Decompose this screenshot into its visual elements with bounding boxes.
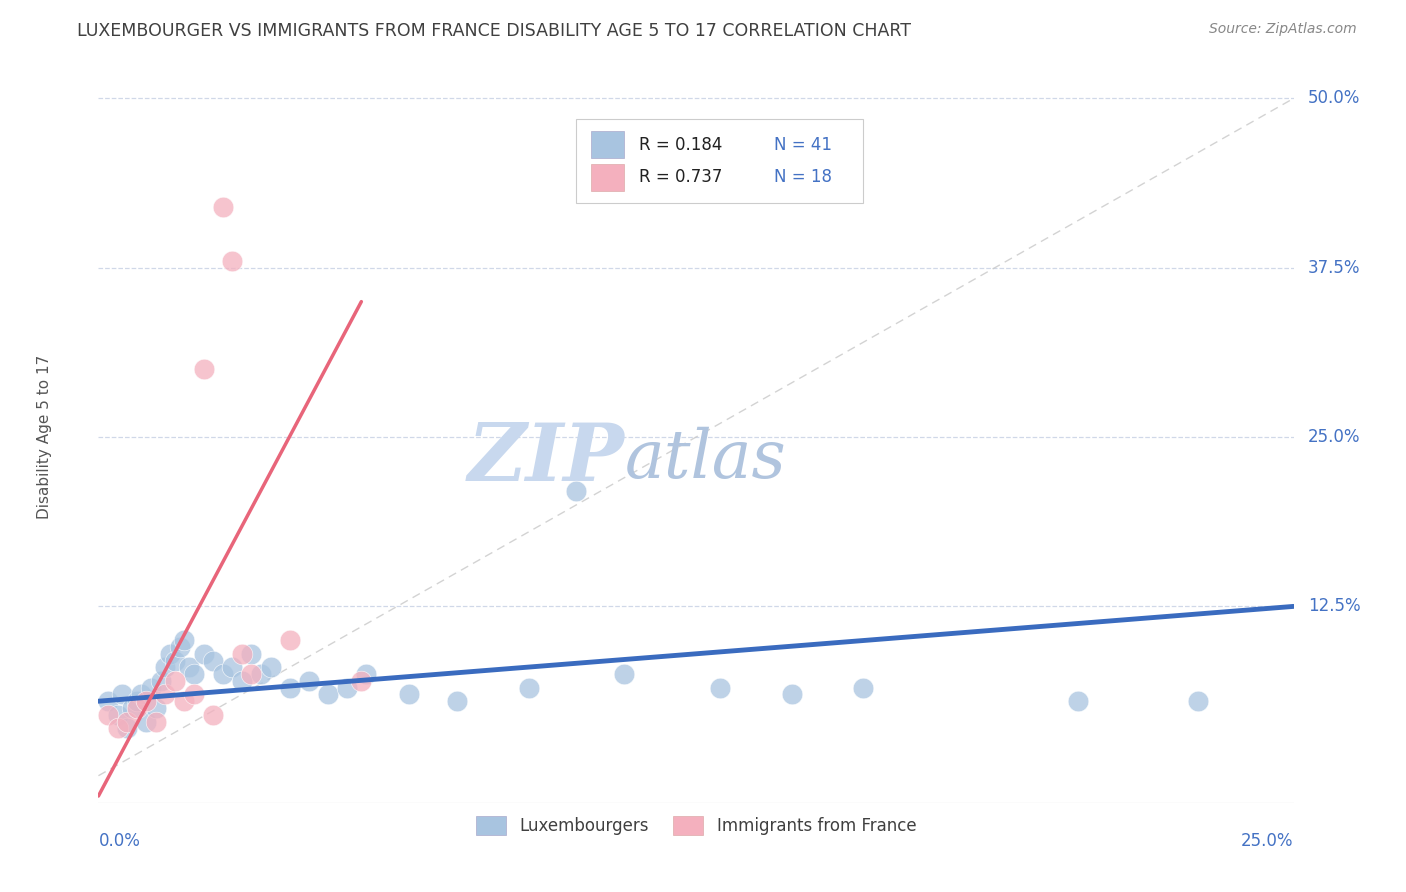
Point xyxy=(183,667,205,681)
Text: N = 41: N = 41 xyxy=(773,136,832,153)
FancyBboxPatch shape xyxy=(591,163,624,191)
Point xyxy=(139,681,162,695)
Point xyxy=(125,694,148,708)
Text: Source: ZipAtlas.com: Source: ZipAtlas.com xyxy=(1209,22,1357,37)
Text: 25.0%: 25.0% xyxy=(1308,428,1361,446)
Point xyxy=(250,667,273,681)
Text: 12.5%: 12.5% xyxy=(1308,598,1361,615)
Point xyxy=(121,701,143,715)
Point xyxy=(336,681,359,695)
Text: 0.0%: 0.0% xyxy=(98,832,141,850)
Point xyxy=(852,681,875,695)
Point xyxy=(316,688,339,702)
Point xyxy=(193,362,215,376)
Text: Disability Age 5 to 17: Disability Age 5 to 17 xyxy=(37,355,52,519)
Text: atlas: atlas xyxy=(624,426,786,491)
Point xyxy=(149,673,172,688)
Point xyxy=(131,688,153,702)
Point xyxy=(1067,694,1090,708)
Text: 37.5%: 37.5% xyxy=(1308,259,1361,277)
Point xyxy=(240,647,263,661)
Point xyxy=(202,654,225,668)
FancyBboxPatch shape xyxy=(576,119,863,203)
Text: LUXEMBOURGER VS IMMIGRANTS FROM FRANCE DISABILITY AGE 5 TO 17 CORRELATION CHART: LUXEMBOURGER VS IMMIGRANTS FROM FRANCE D… xyxy=(77,22,911,40)
Point xyxy=(202,707,225,722)
Point xyxy=(169,640,191,654)
Point xyxy=(517,681,540,695)
Point xyxy=(398,688,420,702)
Point xyxy=(231,673,253,688)
Point xyxy=(155,688,177,702)
Point xyxy=(107,721,129,735)
Point xyxy=(193,647,215,661)
Point xyxy=(350,673,373,688)
Point xyxy=(298,673,321,688)
Legend: Luxembourgers, Immigrants from France: Luxembourgers, Immigrants from France xyxy=(470,809,922,842)
Point xyxy=(145,701,167,715)
Point xyxy=(179,660,201,674)
Point xyxy=(240,667,263,681)
Text: R = 0.184: R = 0.184 xyxy=(638,136,721,153)
Point xyxy=(613,667,636,681)
Point xyxy=(135,694,157,708)
FancyBboxPatch shape xyxy=(591,130,624,159)
Point xyxy=(135,714,157,729)
Text: 25.0%: 25.0% xyxy=(1241,832,1294,850)
Point xyxy=(115,721,138,735)
Point xyxy=(125,701,148,715)
Text: N = 18: N = 18 xyxy=(773,169,832,186)
Point xyxy=(221,660,243,674)
Point xyxy=(211,667,233,681)
Point xyxy=(163,673,186,688)
Point xyxy=(259,660,281,674)
Point xyxy=(155,660,177,674)
Point xyxy=(446,694,468,708)
Point xyxy=(231,647,253,661)
Point xyxy=(173,633,195,648)
Text: 50.0%: 50.0% xyxy=(1308,89,1360,107)
Text: R = 0.737: R = 0.737 xyxy=(638,169,721,186)
Point xyxy=(107,707,129,722)
Point xyxy=(115,714,138,729)
Point xyxy=(183,688,205,702)
Point xyxy=(565,484,588,499)
Point xyxy=(1187,694,1209,708)
Point xyxy=(97,694,120,708)
Point xyxy=(278,633,301,648)
Point xyxy=(97,707,120,722)
Point xyxy=(211,200,233,214)
Point xyxy=(780,688,803,702)
Point xyxy=(173,694,195,708)
Point xyxy=(709,681,731,695)
Point xyxy=(354,667,377,681)
Point xyxy=(221,254,243,268)
Point xyxy=(278,681,301,695)
Point xyxy=(111,688,134,702)
Text: ZIP: ZIP xyxy=(467,420,624,498)
Point xyxy=(159,647,181,661)
Point xyxy=(145,714,167,729)
Point xyxy=(163,654,186,668)
